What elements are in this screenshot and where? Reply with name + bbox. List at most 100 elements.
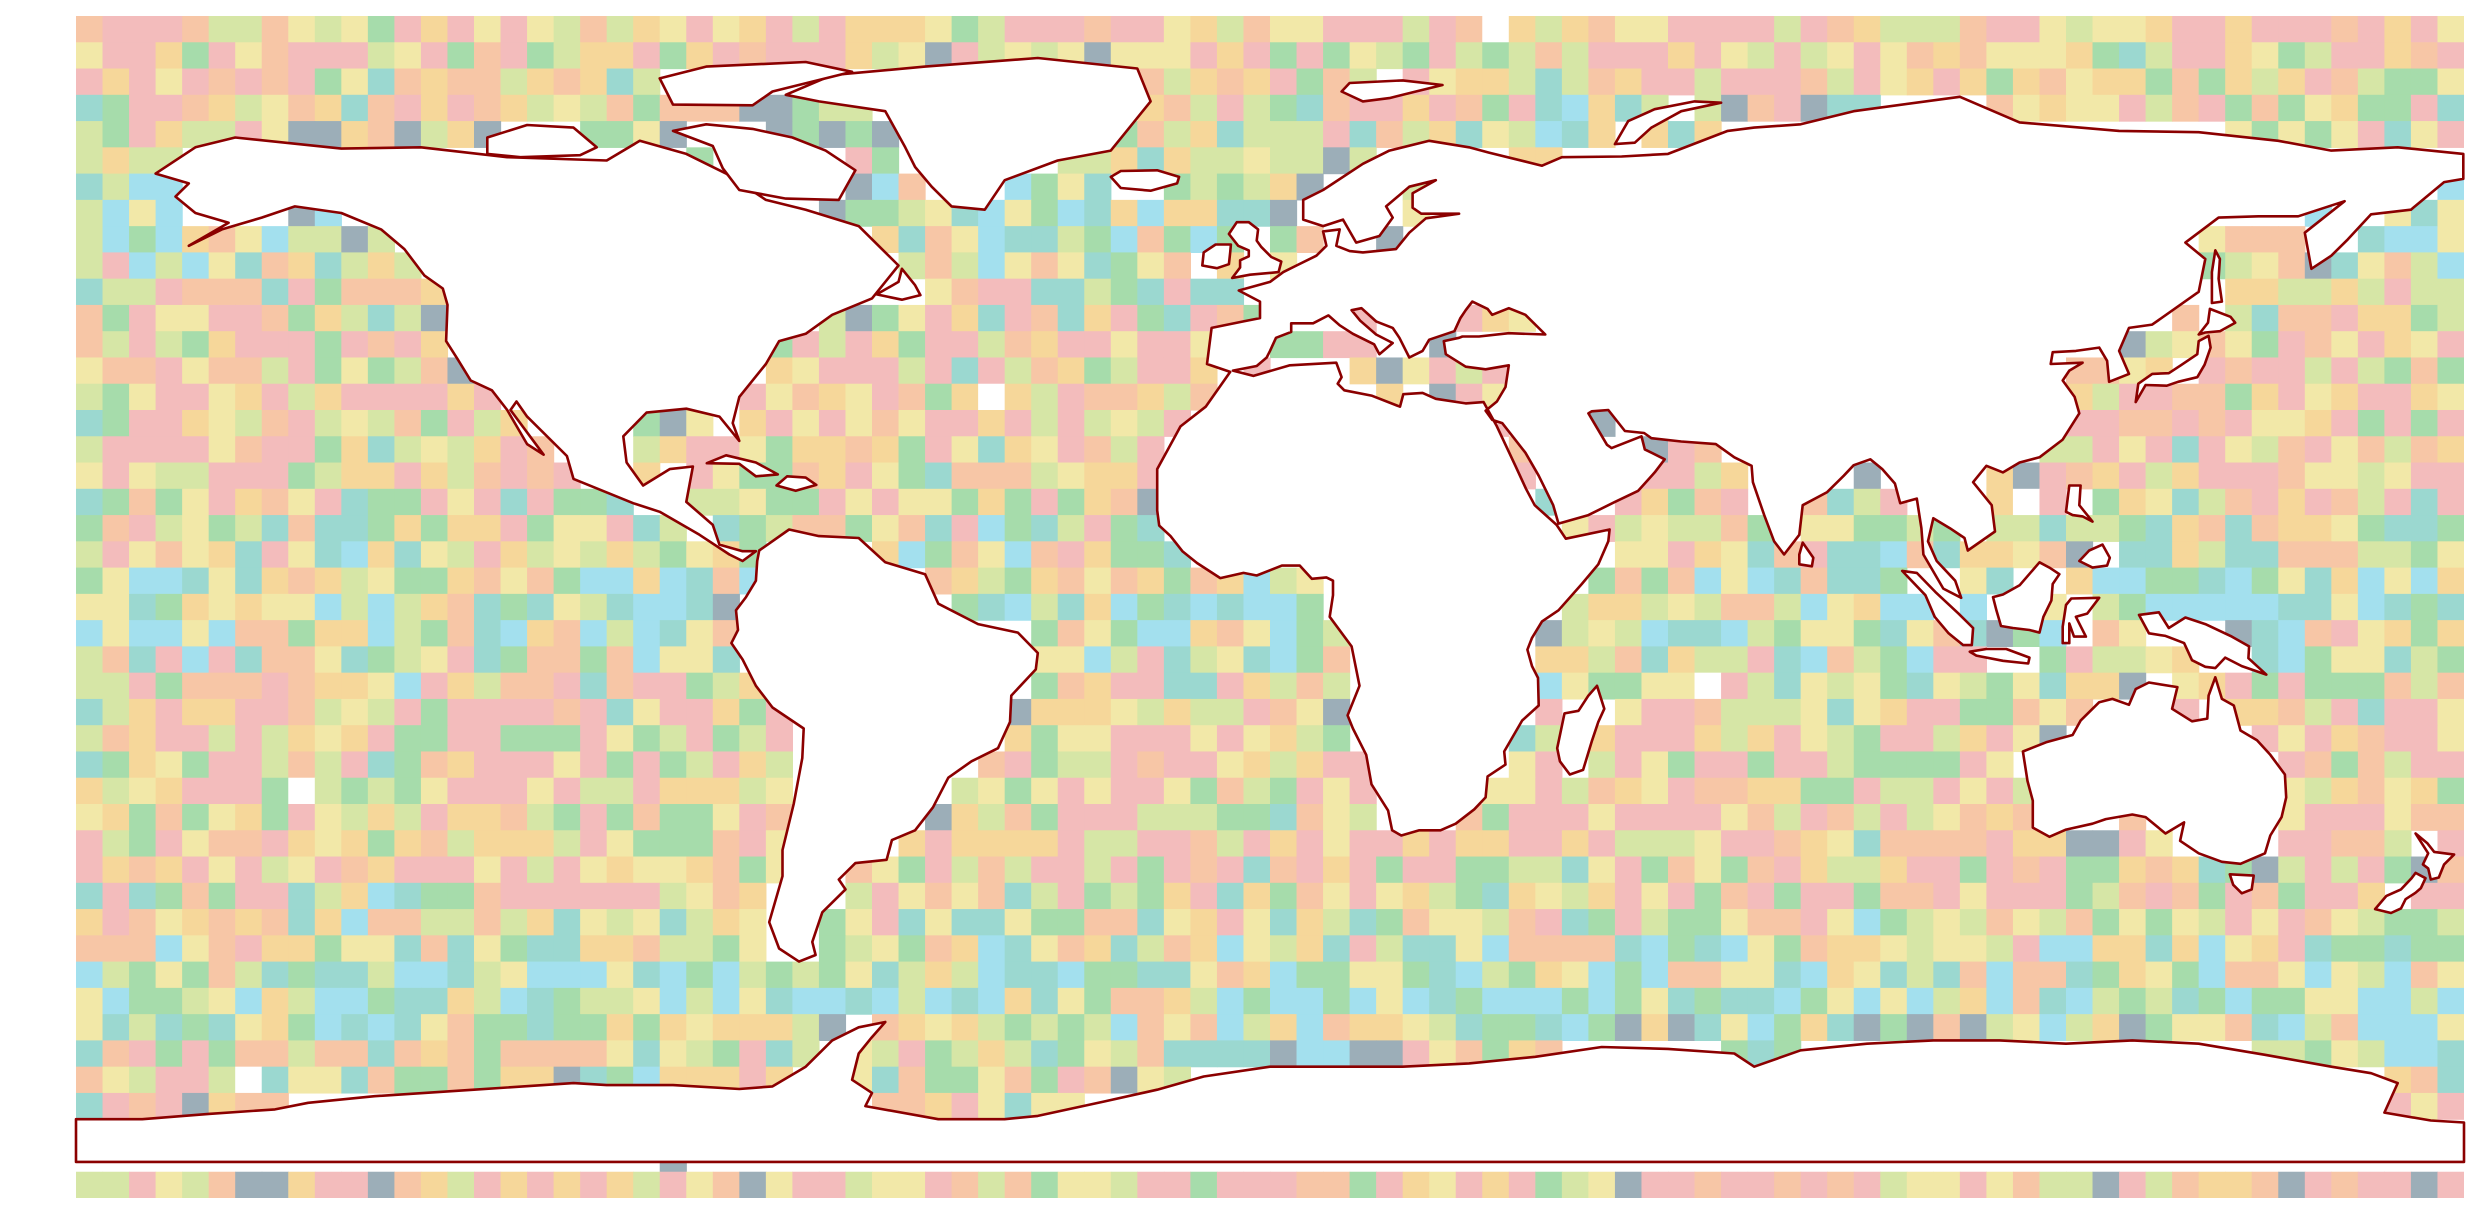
grid-cell (1163, 987, 1191, 1015)
grid-cell (367, 725, 395, 753)
grid-cell (2251, 515, 2279, 542)
grid-cell (925, 882, 953, 910)
grid-cell (1031, 199, 1059, 227)
grid-cell (102, 16, 130, 43)
grid-cell (1853, 620, 1881, 647)
grid-cell (1668, 593, 1696, 621)
grid-cell (261, 252, 289, 280)
grid-cell (2251, 488, 2279, 516)
grid-cell (1243, 672, 1271, 700)
grid-cell (420, 830, 449, 858)
grid-cell (1906, 16, 1934, 43)
grid-cell (606, 541, 634, 569)
grid-cell (2304, 804, 2332, 831)
grid-cell (1827, 882, 1855, 910)
grid-cell (1933, 987, 1961, 1015)
grid-cell (1906, 672, 1934, 700)
grid-cell (925, 383, 953, 411)
grid-cell (341, 357, 369, 385)
grid-cell (474, 94, 502, 122)
grid-cell (235, 725, 263, 753)
grid-cell (792, 410, 820, 437)
grid-cell (1084, 541, 1112, 569)
grid-cell (314, 1066, 342, 1094)
grid-cell (2198, 16, 2226, 43)
grid-cell (898, 226, 926, 253)
grid-cell (1429, 961, 1457, 989)
grid-cell (500, 1014, 528, 1041)
grid-cell (1694, 935, 1722, 963)
grid-cell (2119, 646, 2147, 674)
grid-cell (314, 935, 342, 963)
grid-cell (1031, 515, 1059, 542)
grid-cell (500, 620, 528, 647)
grid-cell (1455, 882, 1483, 910)
grid-cell (1110, 751, 1138, 779)
grid-cell (1668, 462, 1696, 490)
grid-cell (76, 541, 104, 569)
grid-cell (845, 357, 873, 385)
grid-cell (208, 1014, 236, 1041)
grid-cell (2384, 987, 2412, 1015)
grid-cell (2225, 383, 2253, 411)
grid-cell (1216, 593, 1245, 621)
grid-cell (1084, 804, 1112, 831)
grid-cell (2119, 567, 2147, 595)
grid-cell (1853, 16, 1881, 43)
grid-cell (129, 830, 157, 858)
grid-cell (553, 94, 581, 122)
grid-cell (845, 121, 873, 148)
grid-cell (2251, 987, 2279, 1015)
grid-cell (1959, 698, 1987, 726)
grid-cell (633, 1171, 661, 1198)
grid-cell (1614, 1014, 1643, 1041)
grid-cell (1800, 725, 1828, 753)
grid-cell (1880, 541, 1908, 569)
grid-cell (288, 1066, 316, 1094)
grid-cell (2119, 436, 2147, 464)
grid-cell (2225, 94, 2253, 122)
grid-cell (951, 226, 979, 253)
grid-cell (1110, 672, 1138, 700)
grid-cell (1110, 199, 1138, 227)
grid-cell (1031, 462, 1059, 490)
grid-cell (1031, 725, 1059, 753)
grid-cell (1561, 935, 1589, 963)
grid-cell (2145, 488, 2173, 516)
grid-cell (261, 935, 289, 963)
grid-cell (1774, 830, 1802, 858)
grid-cell (182, 593, 210, 621)
grid-cell (2092, 961, 2120, 989)
grid-cell (314, 593, 342, 621)
grid-cell (2092, 672, 2120, 700)
grid-cell (659, 410, 687, 437)
grid-cell (2384, 252, 2412, 280)
grid-cell (2278, 1171, 2306, 1198)
grid-cell (872, 331, 900, 359)
grid-cell (1163, 804, 1191, 831)
grid-cell (1482, 16, 1510, 43)
grid-cell (447, 436, 475, 464)
grid-cell (1906, 935, 1934, 963)
grid-cell (1137, 199, 1165, 227)
grid-cell (1270, 672, 1298, 700)
grid-cell (1535, 646, 1563, 674)
grid-cell (2304, 672, 2332, 700)
grid-cell (341, 436, 369, 464)
grid-cell (1349, 357, 1377, 385)
grid-cell (580, 698, 608, 726)
grid-cell (447, 68, 475, 96)
grid-cell (1853, 856, 1881, 884)
grid-cell (1508, 830, 1536, 858)
grid-cell (2198, 515, 2226, 542)
grid-cell (1694, 541, 1722, 569)
grid-cell (2410, 16, 2439, 43)
grid-cell (686, 593, 714, 621)
grid-cell (235, 1014, 263, 1041)
grid-cell (155, 909, 183, 936)
grid-cell (2410, 1040, 2439, 1068)
grid-cell (2066, 672, 2094, 700)
grid-cell (2384, 567, 2412, 595)
grid-cell (1800, 16, 1828, 43)
grid-cell (1827, 620, 1855, 647)
